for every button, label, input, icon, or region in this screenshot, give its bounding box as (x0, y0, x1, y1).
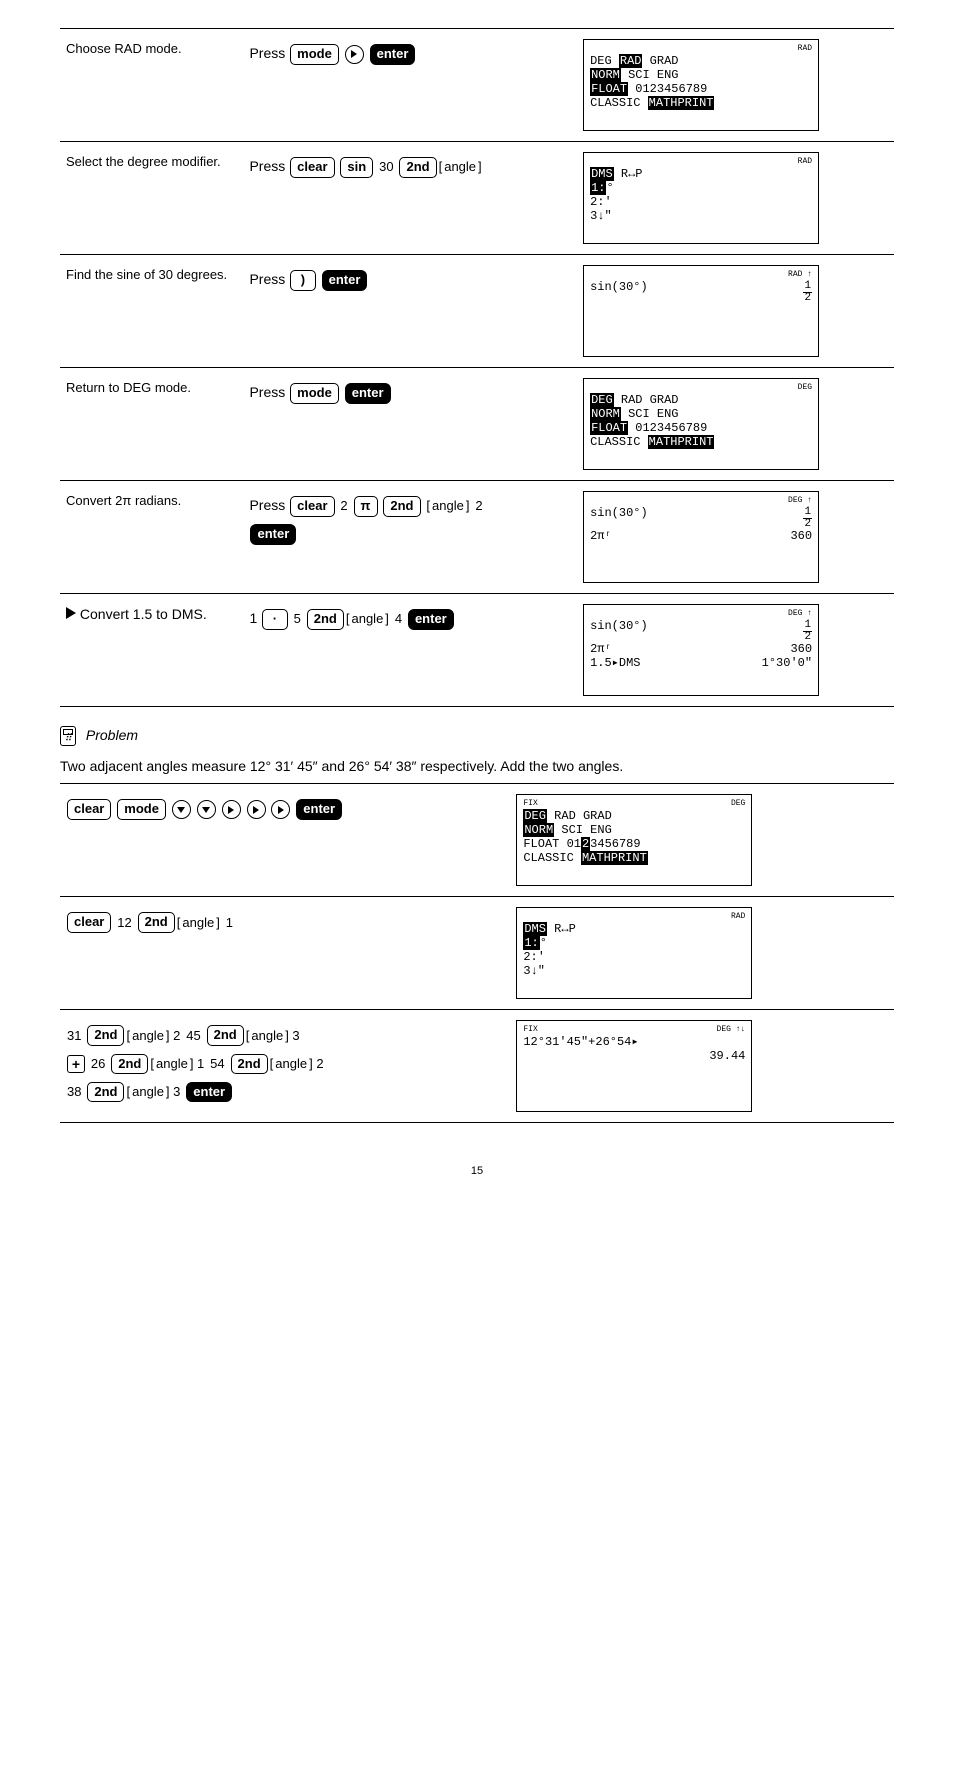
plus-key: + (67, 1055, 85, 1073)
enter-key: enter (345, 383, 391, 404)
screen-5: DEG ↑ sin(30°) 12 2πʳ 360 (583, 491, 819, 583)
table1-row: Convert 1.5 to DMS. 1 · 5 2nd[angle] 4 e… (60, 594, 894, 707)
screen-9: FIX DEG ↑↓ 12°31'45"+26°54▸ 39.44 (516, 1020, 752, 1112)
enter-key: enter (322, 270, 368, 291)
arrow-down-key (172, 800, 191, 819)
screen-3: RAD ↑ sin(30°) 12 (583, 265, 819, 357)
t2r2-keys: clear 12 2nd[angle] 1 (66, 907, 504, 935)
second-key: 2nd (138, 912, 175, 933)
clear-key: clear (67, 912, 111, 933)
table1-row: Convert 2π radians. Press clear 2 π 2nd … (60, 481, 894, 594)
row3-keys: Press ) enter (249, 265, 571, 293)
table1-row: Find the sine of 30 degrees. Press ) ent… (60, 255, 894, 368)
arrow-right-key (271, 800, 290, 819)
continue-icon (66, 604, 76, 625)
second-key: 2nd (87, 1025, 124, 1046)
enter-key: enter (296, 799, 342, 820)
screen-8: RAD DMS R↔P 1:° 2:' 3↓" (516, 907, 752, 999)
arrow-down-key (197, 800, 216, 819)
arrow-right-key (247, 800, 266, 819)
dot-key: · (262, 609, 288, 630)
enter-key: enter (250, 524, 296, 545)
row5-left: Convert 2π radians. (66, 491, 237, 511)
second-key: 2nd (231, 1054, 268, 1075)
row4-left: Return to DEG mode. (66, 378, 237, 398)
second-key: 2nd (111, 1054, 148, 1075)
second-key: 2nd (87, 1082, 124, 1103)
mode-key: mode (290, 44, 339, 65)
row3-left: Find the sine of 30 degrees. (66, 265, 237, 285)
mode-key: mode (290, 383, 339, 404)
calculator-icon (60, 726, 76, 746)
second-key: 2nd (207, 1025, 244, 1046)
enter-key: enter (186, 1082, 232, 1103)
enter-key: enter (408, 609, 454, 630)
table1-row: Select the degree modifier. Press clear … (60, 142, 894, 255)
sin-key: sin (340, 157, 373, 178)
row5-keys: Press clear 2 π 2nd [angle] 2 enter (249, 491, 571, 547)
row2-left: Select the degree modifier. (66, 152, 237, 172)
page: Choose RAD mode. Press mode enter RAD (60, 28, 894, 1180)
mode-key: mode (117, 799, 166, 820)
row2-keys: Press clear sin 30 2nd[angle] (249, 152, 571, 180)
t2r1-keys: clear mode enter (66, 794, 504, 822)
row6-keys: 1 · 5 2nd[angle] 4 enter (249, 604, 571, 632)
second-key: 2nd (383, 496, 420, 517)
table2-row: clear mode enter FIX DEG (60, 784, 894, 897)
row1-keys: Press mode enter (249, 39, 571, 67)
row1-left: Choose RAD mode. (66, 39, 237, 59)
steps-table-1: Choose RAD mode. Press mode enter RAD (60, 28, 894, 707)
clear-key: clear (290, 157, 334, 178)
screen-2: RAD DMS R↔P 1:° 2:' 3↓" (583, 152, 819, 244)
table2-row: 31 2nd[angle] 2 45 2nd[angle] 3 + 26 2nd… (60, 1010, 894, 1123)
clear-key: clear (290, 496, 334, 517)
table2-row: clear 12 2nd[angle] 1 RAD DMS R↔P 1:° 2:… (60, 897, 894, 1010)
table1-row: Return to DEG mode. Press mode enter DEG… (60, 368, 894, 481)
row4-keys: Press mode enter (249, 378, 571, 406)
paren-key: ) (290, 270, 316, 291)
page-number: 15 (60, 1163, 894, 1180)
t2r3-keys: 31 2nd[angle] 2 45 2nd[angle] 3 + 26 2nd… (66, 1020, 504, 1105)
clear-key: clear (67, 799, 111, 820)
pi-key: π (354, 496, 378, 517)
second-key: 2nd (307, 609, 344, 630)
table1-row: Choose RAD mode. Press mode enter RAD (60, 29, 894, 142)
steps-table-2: clear mode enter FIX DEG (60, 783, 894, 1123)
arrow-right-key (222, 800, 241, 819)
screen-1: RAD DEG RAD GRAD NORM SCI ENG FLOAT 0123… (583, 39, 819, 131)
screen-4: DEG DEG RAD GRAD NORM SCI ENG FLOAT 0123… (583, 378, 819, 470)
second-key: 2nd (399, 157, 436, 178)
screen-6: DEG ↑ sin(30°) 12 2πʳ 360 1.5▸DMS 1°30'0… (583, 604, 819, 696)
screen-7: FIX DEG DEG RAD GRAD NORM SCI ENG FLOAT … (516, 794, 752, 886)
enter-key: enter (370, 44, 416, 65)
arrow-right-key (345, 45, 364, 64)
problem-heading: Problem (60, 725, 894, 746)
problem-text: Two adjacent angles measure 12° 31′ 45″ … (60, 756, 894, 777)
row6-left: Convert 1.5 to DMS. (80, 606, 207, 622)
